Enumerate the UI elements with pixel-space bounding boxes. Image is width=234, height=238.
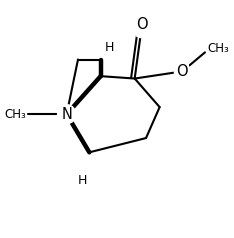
Ellipse shape (133, 20, 150, 38)
Ellipse shape (174, 63, 190, 80)
Text: N: N (61, 107, 72, 122)
Text: CH₃: CH₃ (207, 42, 229, 55)
Text: CH₃: CH₃ (4, 108, 26, 121)
Text: O: O (176, 64, 188, 79)
Text: H: H (78, 174, 87, 187)
Text: H: H (105, 41, 114, 54)
Ellipse shape (58, 105, 76, 124)
Text: O: O (136, 17, 147, 33)
